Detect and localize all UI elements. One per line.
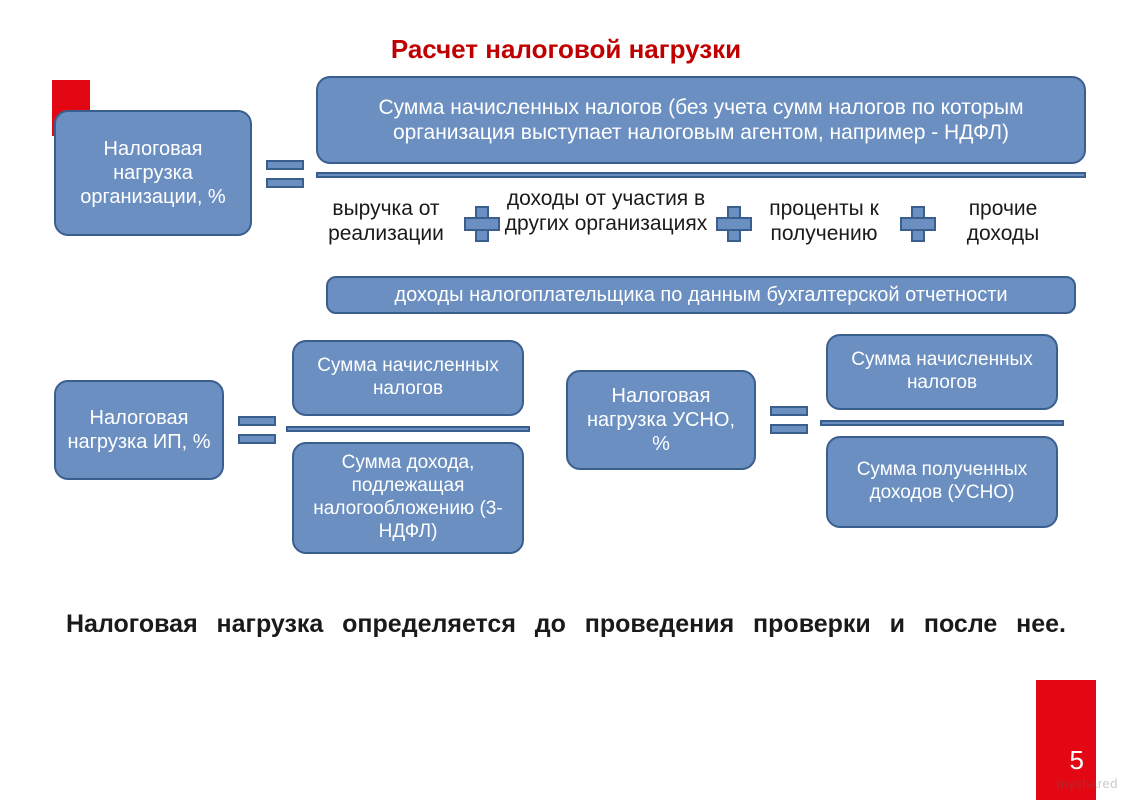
plus-icon	[464, 206, 496, 238]
f3-left-box: Налоговая нагрузка УСНО, %	[566, 370, 756, 470]
plus-icon	[716, 206, 748, 238]
denom-part4: прочие доходы	[938, 196, 1068, 246]
bottom-note-text: Налоговая нагрузка определяется до прове…	[66, 610, 1066, 639]
f3-denominator-box: Сумма полученных доходов (УСНО)	[826, 436, 1058, 528]
equals-icon	[266, 160, 304, 190]
slide-title: Расчет налоговой нагрузки	[36, 34, 1096, 65]
denom-part2: доходы от участия в других организациях	[502, 186, 710, 236]
fraction-line	[820, 420, 1064, 426]
equals-icon	[238, 416, 276, 446]
denom-part1: выручка от реализации	[316, 196, 456, 246]
equals-icon	[770, 406, 808, 436]
watermark-text: myshared	[1057, 776, 1118, 791]
denom-part3: проценты к получению	[754, 196, 894, 246]
f2-denominator-box: Сумма дохода, подлежащая налогообложению…	[292, 442, 524, 554]
f2-left-box: Налоговая нагрузка ИП, %	[54, 380, 224, 480]
slide-container: Расчет налоговой нагрузки Налоговая нагр…	[36, 20, 1096, 780]
f2-numerator-box: Сумма начисленных налогов	[292, 340, 524, 416]
f1-left-box: Налоговая нагрузка организации, %	[54, 110, 252, 236]
f1-numerator-box: Сумма начисленных налогов (без учета сум…	[316, 76, 1086, 164]
fraction-line	[286, 426, 530, 432]
f3-numerator-box: Сумма начисленных налогов	[826, 334, 1058, 410]
page-number: 5	[1070, 745, 1084, 776]
plus-icon	[900, 206, 932, 238]
f1-denom-summary-box: доходы налогоплательщика по данным бухга…	[326, 276, 1076, 314]
fraction-line	[316, 172, 1086, 178]
